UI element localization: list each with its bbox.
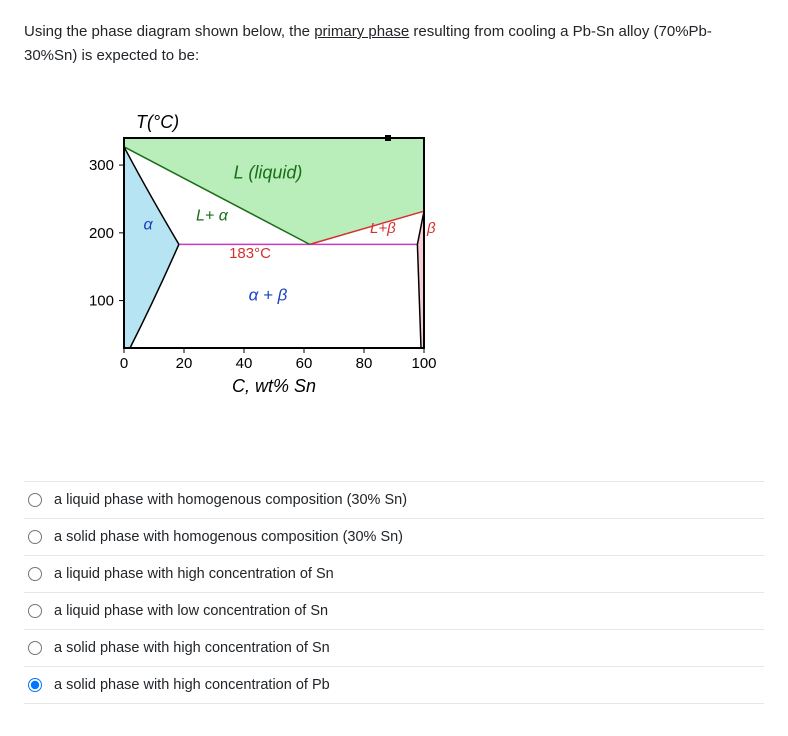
- svg-text:100: 100: [89, 293, 114, 310]
- svg-text:20: 20: [176, 355, 193, 372]
- option-label: a liquid phase with high concentration o…: [54, 566, 334, 582]
- option-label: a solid phase with high concentration of…: [54, 677, 330, 693]
- svg-text:L (liquid): L (liquid): [234, 163, 303, 183]
- svg-text:183°C: 183°C: [229, 245, 271, 262]
- svg-text:β: β: [426, 220, 436, 237]
- option-radio[interactable]: [28, 641, 42, 655]
- svg-text:80: 80: [356, 355, 373, 372]
- svg-text:T(°C): T(°C): [136, 112, 179, 132]
- option-radio[interactable]: [28, 493, 42, 507]
- svg-text:α: α: [143, 216, 153, 233]
- option-row[interactable]: a liquid phase with low concentration of…: [24, 593, 764, 630]
- question-underlined: primary phase: [314, 23, 409, 40]
- svg-text:300: 300: [89, 157, 114, 174]
- option-radio[interactable]: [28, 567, 42, 581]
- option-radio[interactable]: [28, 604, 42, 618]
- answer-options: a liquid phase with homogenous compositi…: [24, 481, 764, 704]
- option-label: a solid phase with homogenous compositio…: [54, 529, 403, 545]
- option-row[interactable]: a liquid phase with homogenous compositi…: [24, 482, 764, 519]
- option-row[interactable]: a solid phase with high concentration of…: [24, 630, 764, 667]
- svg-text:0: 0: [120, 355, 128, 372]
- option-label: a solid phase with high concentration of…: [54, 640, 330, 656]
- svg-text:40: 40: [236, 355, 253, 372]
- svg-text:L+ α: L+ α: [196, 208, 229, 225]
- option-row[interactable]: a solid phase with homogenous compositio…: [24, 519, 764, 556]
- svg-text:100: 100: [411, 355, 436, 372]
- option-radio[interactable]: [28, 678, 42, 692]
- phase-diagram-svg: T(°C) 100 200 300 0 20 40 60 80 100 C, wt% Sn L (li…: [64, 108, 464, 428]
- svg-text:α + β: α + β: [249, 286, 288, 305]
- phase-diagram: T(°C) 100 200 300 0 20 40 60 80 100 C, wt% Sn L (li…: [64, 108, 764, 433]
- option-label: a liquid phase with homogenous compositi…: [54, 492, 407, 508]
- option-label: a liquid phase with low concentration of…: [54, 603, 328, 619]
- question-prefix: Using the phase diagram shown below, the: [24, 23, 314, 40]
- svg-text:60: 60: [296, 355, 313, 372]
- option-radio[interactable]: [28, 530, 42, 544]
- svg-text:200: 200: [89, 225, 114, 242]
- option-row[interactable]: a solid phase with high concentration of…: [24, 667, 764, 704]
- svg-text:C, wt% Sn: C, wt% Sn: [232, 376, 316, 396]
- option-row[interactable]: a liquid phase with high concentration o…: [24, 556, 764, 593]
- question-text: Using the phase diagram shown below, the…: [24, 20, 764, 68]
- svg-text:L+β: L+β: [370, 220, 396, 237]
